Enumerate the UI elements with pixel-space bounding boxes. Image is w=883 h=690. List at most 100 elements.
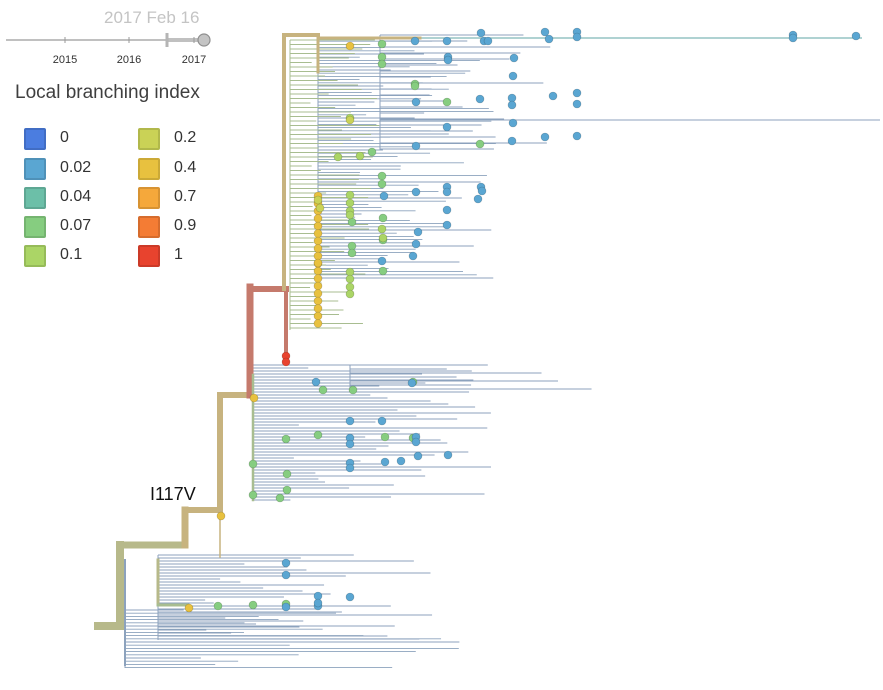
tree-node[interactable] [475,139,485,149]
tree-node[interactable] [248,490,258,500]
tree-node[interactable] [378,266,388,276]
tree-node[interactable] [411,141,421,151]
tree-node[interactable] [407,378,417,388]
tree-node[interactable] [345,274,355,284]
tree-node[interactable] [443,55,453,65]
tree-node[interactable] [572,32,582,42]
tree-node[interactable] [442,97,452,107]
tree-node[interactable] [544,34,554,44]
tree-node[interactable] [345,592,355,602]
tree-node[interactable] [281,570,291,580]
tree-node[interactable] [788,33,798,43]
tree-node[interactable] [442,36,452,46]
tree-node[interactable] [507,136,517,146]
tree-node[interactable] [281,434,291,444]
tree-node[interactable] [377,224,387,234]
tree-node[interactable] [313,221,323,231]
tree-node[interactable] [313,229,323,238]
tree-node[interactable] [313,311,323,321]
tree-node[interactable] [355,151,365,161]
tree-node[interactable] [184,603,194,613]
tree-node[interactable] [851,31,861,41]
tree-node[interactable] [311,377,321,387]
tree-node[interactable] [315,203,325,213]
tree-node[interactable] [377,59,387,69]
tree-node[interactable] [313,296,323,306]
tree-node[interactable] [248,459,258,469]
tree-node[interactable] [442,205,452,215]
tree-node[interactable] [411,239,421,249]
tree-node[interactable] [275,493,285,503]
tree-node[interactable] [318,385,328,395]
tree-node[interactable] [313,195,323,205]
tree-node[interactable] [313,598,323,608]
tree-node[interactable] [408,251,418,261]
tree-node[interactable] [313,236,323,246]
tree-node[interactable] [509,53,519,63]
tree-node[interactable] [282,469,292,479]
tree-node[interactable] [411,97,421,107]
tree-node[interactable] [396,456,406,466]
tree-node[interactable] [345,115,355,125]
tree-node[interactable] [377,416,387,426]
tree-node[interactable] [377,39,387,49]
timeline-end-handle[interactable] [197,33,211,47]
tree-node[interactable] [410,81,420,91]
tree-node[interactable] [347,248,357,258]
tree-node[interactable] [313,289,323,298]
tree-node[interactable] [475,94,485,104]
tree-node[interactable] [443,450,453,460]
tree-node[interactable] [345,439,355,449]
tree-node[interactable] [345,190,355,200]
tree-node[interactable] [477,186,487,196]
tree-node[interactable] [572,131,582,141]
tree-node[interactable] [313,266,323,276]
timeline-slider[interactable]: 2015 2016 2017 [0,0,230,70]
tree-node[interactable] [483,36,493,46]
tree-node[interactable] [281,602,291,612]
tree-node[interactable] [333,152,343,162]
tree-node[interactable] [379,191,389,201]
tree-node[interactable] [442,220,452,230]
tree-node[interactable] [367,147,377,157]
tree-node[interactable] [377,179,387,189]
tree-node[interactable] [508,71,518,81]
tree-node[interactable] [476,28,486,38]
tree-node[interactable] [413,451,423,461]
tree-node[interactable] [548,91,558,101]
tree-node[interactable] [313,244,323,253]
tree-node[interactable] [313,274,323,283]
tree-node[interactable] [442,122,452,132]
tree-node[interactable] [442,187,452,197]
tree-node[interactable] [313,319,323,328]
tree-node[interactable] [540,132,550,142]
tree-node[interactable] [410,36,420,46]
tree-node[interactable] [345,198,355,208]
tree-node[interactable] [411,437,421,447]
tree-node[interactable] [413,227,423,237]
tree-node[interactable] [281,558,291,568]
tree-node[interactable] [411,187,421,197]
tree-node[interactable] [345,210,355,220]
tree-node[interactable] [345,463,355,473]
tree-node[interactable] [380,432,390,442]
tree-node[interactable] [313,430,323,440]
tree-node[interactable] [213,601,223,611]
tree-node[interactable] [572,99,582,109]
tree-node[interactable] [378,233,388,243]
tree-node[interactable] [348,385,358,395]
tree-node[interactable] [282,485,292,495]
tree-node[interactable] [377,171,387,181]
tree-node[interactable] [380,457,390,467]
tree-node[interactable] [248,600,258,610]
tree-node[interactable] [345,416,355,426]
tree-node[interactable] [313,258,323,268]
tree-node[interactable] [313,304,323,313]
tree-node[interactable] [345,41,355,51]
tree-node[interactable] [377,256,387,266]
tree-node[interactable] [507,100,517,110]
tree-node[interactable] [281,357,291,367]
tree-node[interactable] [249,393,259,403]
tree-node[interactable] [378,213,388,223]
